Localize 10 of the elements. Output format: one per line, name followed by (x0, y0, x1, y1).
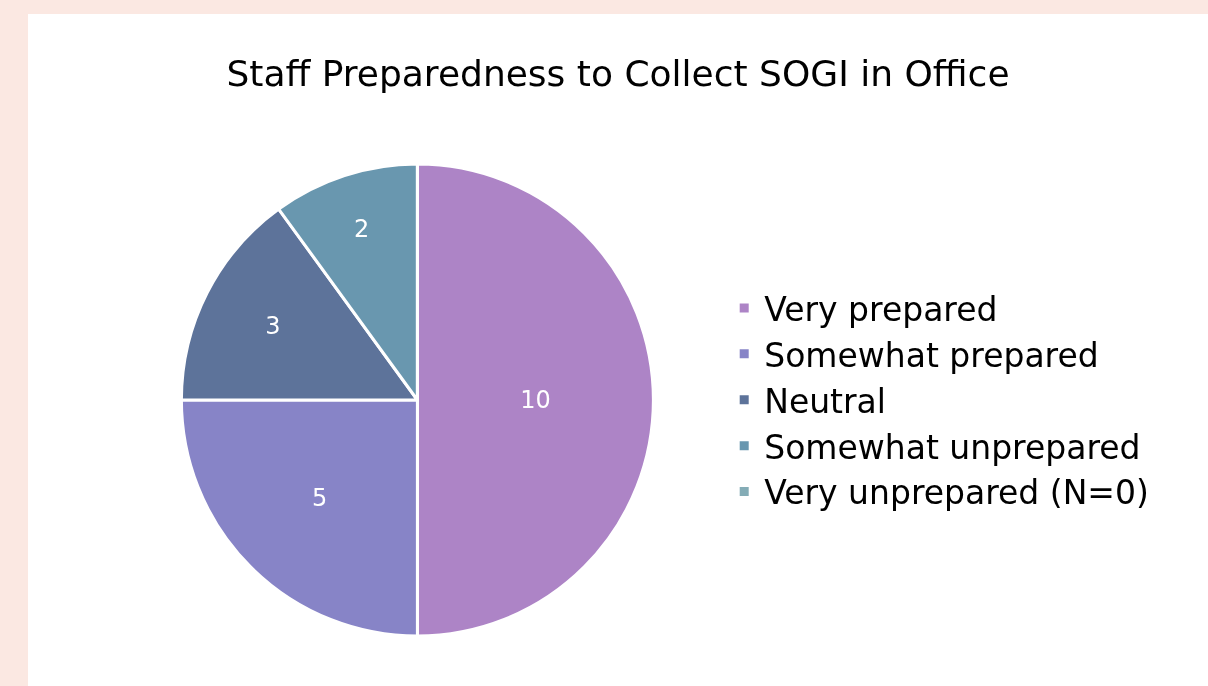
legend-label: Neutral (764, 381, 887, 421)
data-label: 5 (312, 483, 328, 512)
data-label: 3 (265, 312, 281, 341)
legend-label: Very unprepared (N=0) (764, 473, 1149, 513)
legend-label: Somewhat unprepared (764, 427, 1141, 467)
legend-label: Somewhat prepared (764, 335, 1099, 375)
chart-title: Staff Preparedness to Collect SOGI in Office (226, 53, 1010, 95)
data-label: 10 (520, 386, 551, 414)
data-label: 2 (354, 214, 370, 243)
legend-label: Very prepared (764, 289, 998, 329)
